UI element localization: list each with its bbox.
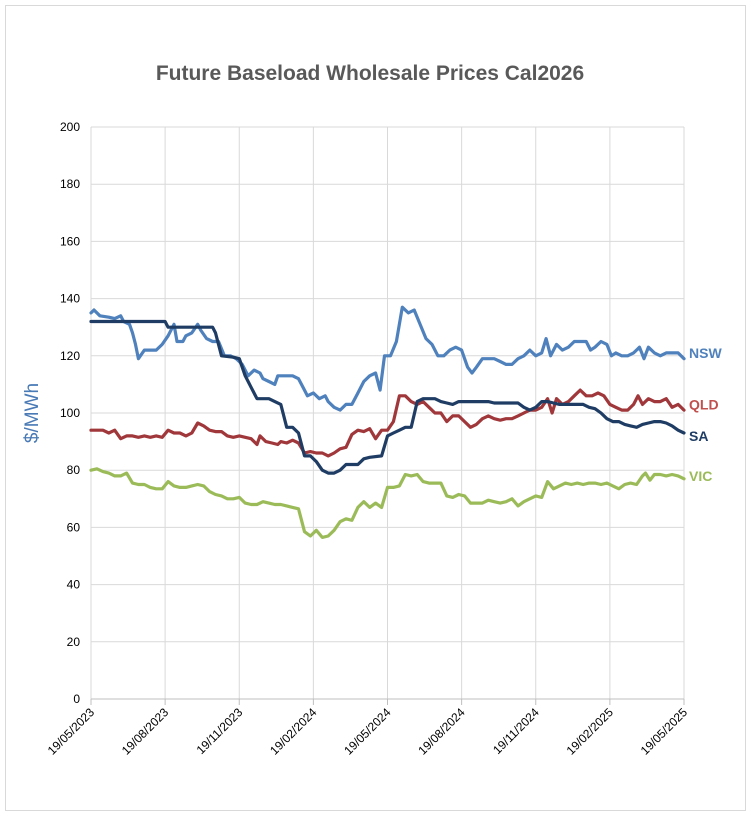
y-tick-label: 20	[67, 635, 81, 649]
y-tick-label: 0	[73, 692, 80, 706]
y-tick-label: 120	[60, 349, 80, 363]
y-tick-label: 200	[60, 120, 80, 134]
series-labels: NSW QLD SA VIC	[689, 345, 722, 484]
series-label-nsw: NSW	[689, 345, 722, 361]
series-line-qld	[89, 388, 686, 458]
x-tick-label: 19/05/2024	[341, 705, 394, 758]
axes	[90, 698, 685, 705]
x-tick-label: 19/05/2023	[45, 705, 98, 758]
y-tick-label: 180	[60, 177, 80, 191]
series-line-vic	[89, 467, 686, 539]
y-tick-label: 100	[60, 406, 80, 420]
x-tick-label: 19/08/2023	[119, 705, 172, 758]
y-tick-label: 160	[60, 234, 80, 248]
x-tick-label: 19/05/2025	[638, 705, 691, 758]
gridlines	[90, 126, 685, 699]
series-lines	[89, 305, 686, 539]
chart-frame	[5, 5, 746, 811]
series-label-vic: VIC	[689, 468, 712, 484]
y-tick-label: 140	[60, 292, 80, 306]
y-tick-label: 80	[67, 463, 81, 477]
series-line-nsw	[89, 305, 686, 412]
x-tick-labels: 19/05/2023 19/08/2023 19/11/2023 19/02/2024…	[45, 705, 691, 758]
x-tick-label: 19/02/2025	[564, 705, 617, 758]
y-axis-label: $/MWh	[22, 383, 43, 443]
x-tick-label: 19/11/2023	[194, 705, 246, 757]
x-tick-label: 19/02/2024	[267, 705, 320, 758]
x-tick-label: 19/08/2024	[415, 705, 468, 758]
y-tick-label: 60	[67, 520, 81, 534]
chart-title: Future Baseload Wholesale Prices Cal2026	[156, 62, 584, 85]
series-label-sa: SA	[689, 428, 708, 444]
y-tick-labels: 0 20 40 60 80 100 120 140 160 180 200	[60, 120, 80, 706]
x-tick-label: 19/11/2024	[490, 705, 542, 757]
series-line-sa	[89, 319, 686, 475]
series-label-qld: QLD	[689, 396, 719, 412]
y-tick-label: 40	[67, 578, 81, 592]
